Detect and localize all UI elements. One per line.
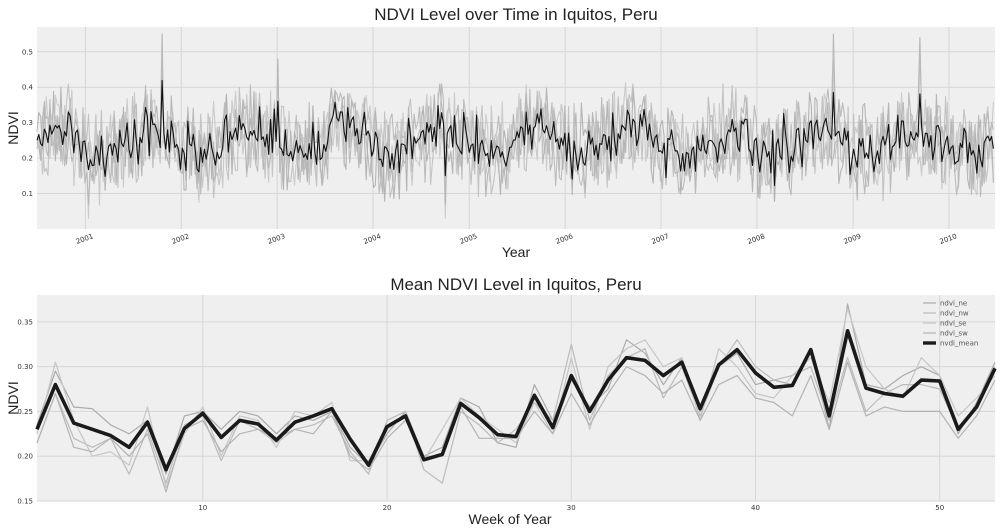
y-axis-label: NDVI: [5, 111, 21, 144]
series-line-ndvi-sw: [36, 361, 996, 493]
legend: ndvi_ne ndvi_nw ndvi_se ndvi_sw nvdi_mean: [923, 300, 978, 348]
y-tick-label: 0.4: [22, 84, 34, 92]
x-axis-label: Week of Year: [468, 511, 551, 527]
y-tick-label: 0.5: [22, 48, 33, 56]
x-tick-label: 40: [751, 504, 760, 512]
legend-label: nvdi_mean: [940, 340, 978, 348]
y-tick-label: 0.15: [17, 498, 33, 506]
x-tick-label: 50: [935, 504, 944, 512]
legend-label: ndvi_sw: [940, 330, 968, 338]
series-line-component: [36, 83, 994, 205]
x-tick-label: 2010: [939, 232, 958, 246]
legend-label: ndvi_nw: [940, 310, 969, 318]
chart-title: NDVI Level over Time in Iquitos, Peru: [374, 5, 657, 24]
x-tick-label: 2004: [363, 232, 383, 246]
series-line-nvdi-mean: [35, 328, 997, 472]
x-tick-label: 2009: [843, 232, 862, 246]
x-tick-label: 2003: [267, 232, 286, 246]
x-axis-label: Year: [502, 244, 531, 260]
y-tick-labels: 0.1 0.2 0.3 0.4 0.5: [22, 48, 34, 198]
ndvi-over-time-chart: 0.1 0.2 0.3 0.4 0.5 2001 2002 2003 2004 2005 2006…: [5, 5, 995, 260]
chart-title: Mean NDVI Level in Iquitos, Peru: [390, 275, 641, 294]
x-tick-label: 2002: [171, 232, 190, 246]
x-tick-label: 30: [567, 504, 576, 512]
series-group: [36, 33, 994, 219]
y-tick-label: 0.1: [22, 190, 33, 198]
plot-background: [37, 295, 995, 501]
y-tick-label: 0.2: [22, 155, 33, 163]
x-tick-label: 2007: [651, 232, 670, 246]
y-tick-label: 0.30: [17, 363, 33, 371]
y-tick-labels: 0.15 0.20 0.25 0.30 0.35: [17, 318, 33, 505]
x-tick-label: 2006: [555, 232, 575, 246]
x-tick-label: 20: [383, 504, 392, 512]
y-tick-label: 0.3: [22, 119, 33, 127]
y-tick-label: 0.20: [17, 453, 33, 461]
y-axis-label: NDVI: [5, 381, 21, 414]
y-tick-label: 0.25: [17, 408, 33, 416]
x-tick-label: 10: [198, 504, 207, 512]
y-tick-label: 0.35: [17, 318, 33, 326]
gridlines: [37, 295, 995, 502]
series-line-mean: [36, 79, 994, 187]
x-tick-label: 2001: [75, 232, 94, 246]
x-tick-label: 2005: [459, 232, 478, 246]
legend-label: ndvi_se: [940, 320, 966, 328]
legend-label: ndvi_ne: [940, 300, 967, 308]
series-line-ndvi-se: [36, 307, 996, 489]
mean-ndvi-chart: 0.150.200.250.300.35 10 20 30 40 50 ndvi_nen…: [5, 275, 997, 527]
x-tick-labels: 10 20 30 40 50: [198, 504, 944, 512]
series-group: [35, 303, 997, 493]
x-tick-label: 2008: [747, 232, 766, 246]
